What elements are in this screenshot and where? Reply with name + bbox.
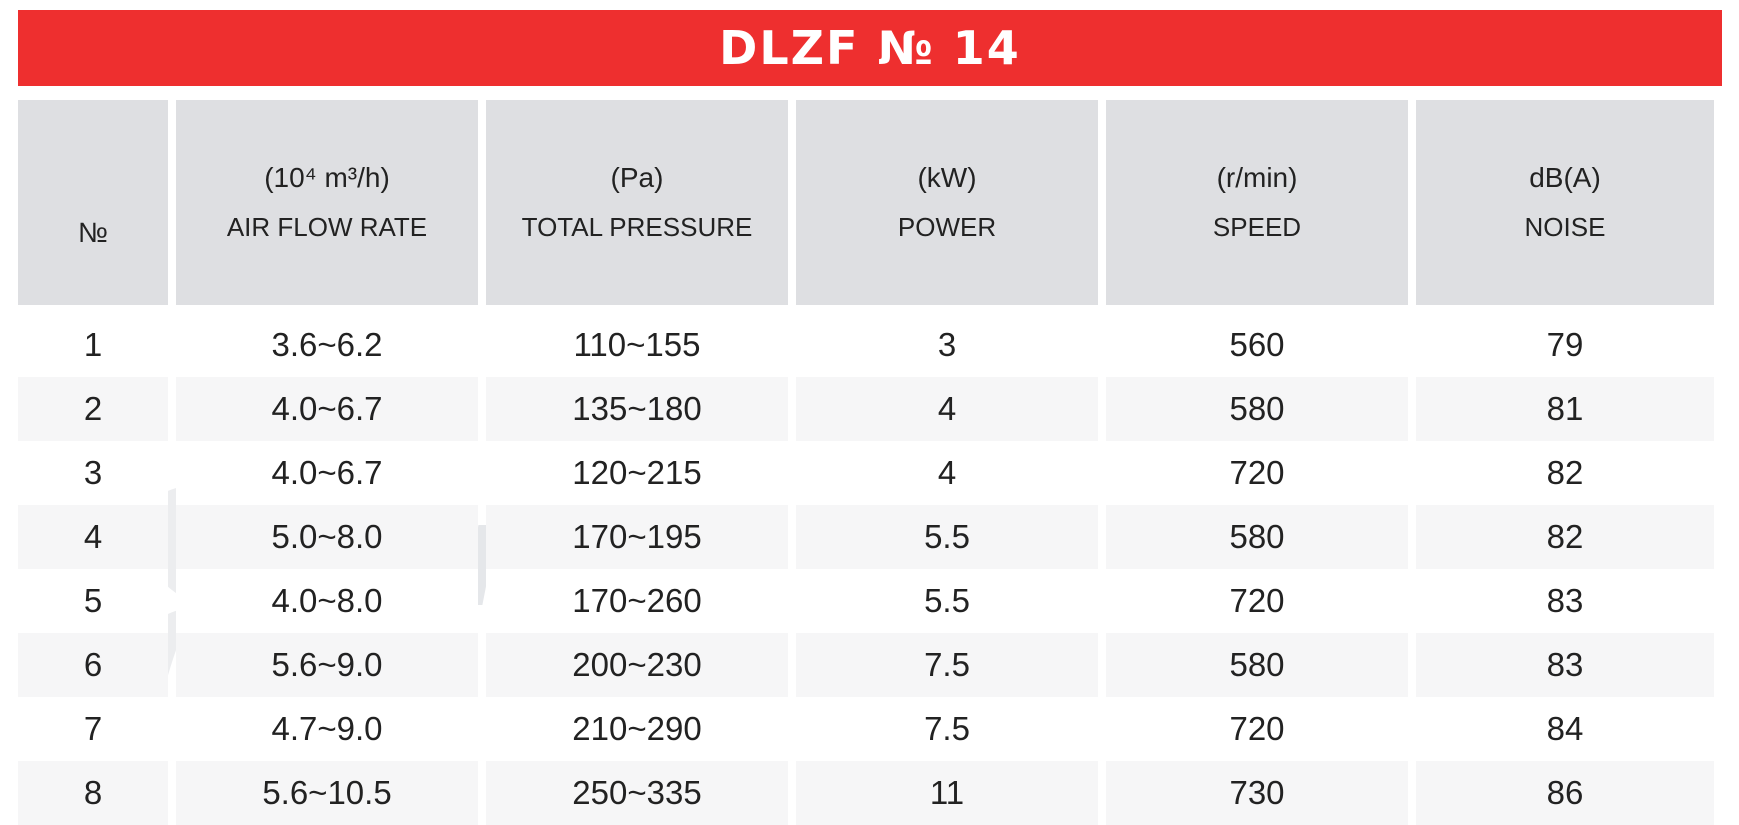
- table-row: 6 5.6~9.0 200~230 7.5 580 83: [18, 633, 1714, 697]
- cell-power: 4: [796, 377, 1098, 441]
- cell-speed: 720: [1106, 441, 1408, 505]
- header-number: №: [18, 100, 168, 305]
- table-row: 5 4.0~8.0 170~260 5.5 720 83: [18, 569, 1714, 633]
- cell-speed: 730: [1106, 761, 1408, 825]
- cell-speed: 580: [1106, 377, 1408, 441]
- table-row: 4 5.0~8.0 170~195 5.5 580 82: [18, 505, 1714, 569]
- header-row: № (10⁴ m³/h) AIR FLOW RATE (Pa) TOTAL PRES…: [18, 100, 1714, 305]
- table-row: 8 5.6~10.5 250~335 11 730 86: [18, 761, 1714, 825]
- specs-table: № (10⁴ m³/h) AIR FLOW RATE (Pa) TOTAL PRES…: [10, 100, 1722, 825]
- cell-speed: 560: [1106, 305, 1408, 377]
- cell-noise: 82: [1416, 441, 1714, 505]
- cell-power: 4: [796, 441, 1098, 505]
- cell-number: 5: [18, 569, 168, 633]
- cell-power: 7.5: [796, 633, 1098, 697]
- cell-total-pressure: 250~335: [486, 761, 788, 825]
- cell-power: 3: [796, 305, 1098, 377]
- cell-air-flow-rate: 4.0~6.7: [176, 377, 478, 441]
- cell-number: 3: [18, 441, 168, 505]
- cell-total-pressure: 170~260: [486, 569, 788, 633]
- cell-power: 11: [796, 761, 1098, 825]
- table-row: 2 4.0~6.7 135~180 4 580 81: [18, 377, 1714, 441]
- cell-air-flow-rate: 5.6~9.0: [176, 633, 478, 697]
- cell-number: 6: [18, 633, 168, 697]
- cell-total-pressure: 170~195: [486, 505, 788, 569]
- cell-total-pressure: 120~215: [486, 441, 788, 505]
- header-noise: dB(A) NOISE: [1416, 100, 1714, 305]
- cell-noise: 79: [1416, 305, 1714, 377]
- title-bar: DLZF № 14: [18, 10, 1722, 86]
- cell-number: 7: [18, 697, 168, 761]
- cell-noise: 83: [1416, 569, 1714, 633]
- cell-noise: 86: [1416, 761, 1714, 825]
- cell-power: 5.5: [796, 505, 1098, 569]
- cell-noise: 83: [1416, 633, 1714, 697]
- cell-air-flow-rate: 3.6~6.2: [176, 305, 478, 377]
- cell-air-flow-rate: 5.0~8.0: [176, 505, 478, 569]
- header-speed: (r/min) SPEED: [1106, 100, 1408, 305]
- header-total-pressure: (Pa) TOTAL PRESSURE: [486, 100, 788, 305]
- cell-total-pressure: 200~230: [486, 633, 788, 697]
- table-row: 3 4.0~6.7 120~215 4 720 82: [18, 441, 1714, 505]
- cell-speed: 580: [1106, 505, 1408, 569]
- cell-noise: 82: [1416, 505, 1714, 569]
- cell-speed: 720: [1106, 697, 1408, 761]
- cell-noise: 81: [1416, 377, 1714, 441]
- cell-power: 5.5: [796, 569, 1098, 633]
- cell-noise: 84: [1416, 697, 1714, 761]
- cell-total-pressure: 210~290: [486, 697, 788, 761]
- header-power: (kW) POWER: [796, 100, 1098, 305]
- cell-number: 2: [18, 377, 168, 441]
- table-row: 1 3.6~6.2 110~155 3 560 79: [18, 305, 1714, 377]
- cell-air-flow-rate: 4.0~6.7: [176, 441, 478, 505]
- cell-number: 8: [18, 761, 168, 825]
- cell-total-pressure: 135~180: [486, 377, 788, 441]
- cell-power: 7.5: [796, 697, 1098, 761]
- table-row: 7 4.7~9.0 210~290 7.5 720 84: [18, 697, 1714, 761]
- cell-air-flow-rate: 5.6~10.5: [176, 761, 478, 825]
- cell-air-flow-rate: 4.0~8.0: [176, 569, 478, 633]
- page-title: DLZF № 14: [719, 21, 1021, 75]
- table-body: 1 3.6~6.2 110~155 3 560 79 2 4.0~6.7 135~180 4 580…: [18, 305, 1714, 825]
- cell-speed: 720: [1106, 569, 1408, 633]
- cell-air-flow-rate: 4.7~9.0: [176, 697, 478, 761]
- cell-number: 4: [18, 505, 168, 569]
- cell-number: 1: [18, 305, 168, 377]
- cell-speed: 580: [1106, 633, 1408, 697]
- header-air-flow-rate: (10⁴ m³/h) AIR FLOW RATE: [176, 100, 478, 305]
- cell-total-pressure: 110~155: [486, 305, 788, 377]
